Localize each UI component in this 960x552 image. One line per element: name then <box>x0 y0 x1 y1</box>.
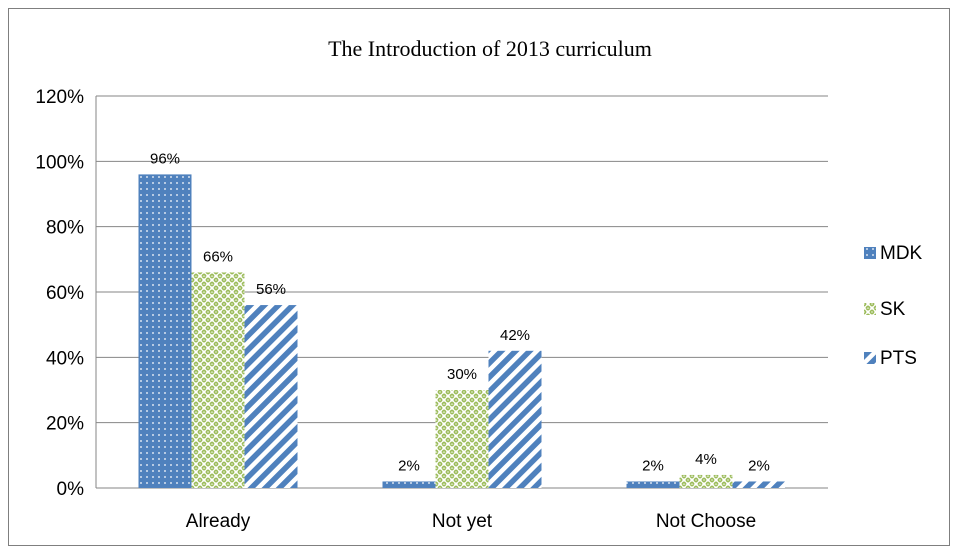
data-label: 66% <box>203 248 233 265</box>
x-category-label: Not yet <box>432 511 493 532</box>
data-label: 2% <box>398 457 420 474</box>
bar <box>191 272 245 488</box>
data-label: 42% <box>500 327 530 344</box>
x-category-label: Already <box>186 511 251 532</box>
y-tick-label: 80% <box>46 218 84 239</box>
x-category-label: Not Choose <box>656 511 756 532</box>
y-tick-label: 40% <box>46 348 84 369</box>
chart-title: The Introduction of 2013 curriculum <box>328 36 652 61</box>
legend-label: MDK <box>880 243 923 264</box>
bar <box>244 305 298 488</box>
legend-label: PTS <box>880 348 917 369</box>
y-tick-label: 20% <box>46 414 84 435</box>
legend-label: SK <box>880 299 906 320</box>
data-label: 96% <box>150 150 180 167</box>
legend: MDK SK PTS <box>864 243 923 369</box>
y-tick-label: 60% <box>46 283 84 304</box>
x-axis-categories: Already Not yet Not Choose <box>186 511 756 532</box>
data-label: 30% <box>447 366 477 383</box>
data-label: 56% <box>256 281 286 298</box>
y-tick-label: 120% <box>35 87 84 108</box>
legend-swatch <box>864 352 876 364</box>
bar <box>138 174 192 488</box>
y-tick-label: 0% <box>57 479 85 500</box>
data-label: 2% <box>642 457 664 474</box>
y-axis-ticks: 0% 20% 40% 60% 80% 100% 120% <box>35 87 84 500</box>
data-label: 4% <box>695 451 717 468</box>
y-tick-label: 100% <box>35 152 84 173</box>
bar <box>626 481 680 488</box>
legend-swatch <box>864 247 876 259</box>
bars <box>138 174 786 488</box>
bar <box>435 390 489 488</box>
bar <box>488 350 542 488</box>
bar <box>382 481 436 488</box>
bar <box>679 474 733 488</box>
data-label: 2% <box>748 457 770 474</box>
legend-swatch <box>864 303 876 315</box>
bar <box>732 481 786 488</box>
data-labels: 96% 66% 56% 2% 30% 42% 2% 4% 2% <box>150 150 770 474</box>
